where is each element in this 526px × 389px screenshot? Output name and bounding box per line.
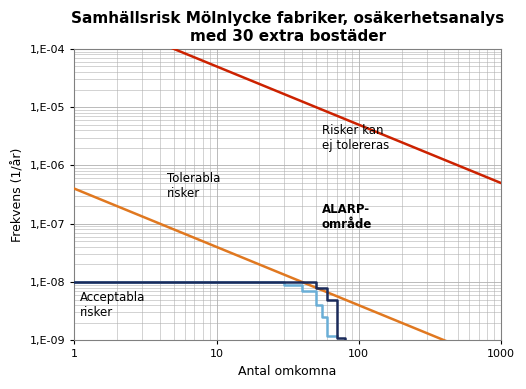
- Title: Samhällsrisk Mölnlycke fabriker, osäkerhetsanalys
med 30 extra bostäder: Samhällsrisk Mölnlycke fabriker, osäkerh…: [71, 11, 504, 44]
- Text: Tolerabla
risker: Tolerabla risker: [167, 172, 220, 200]
- Text: Risker kan
ej tolereras: Risker kan ej tolereras: [322, 124, 389, 152]
- Text: Acceptabla
risker: Acceptabla risker: [80, 291, 146, 319]
- Text: ALARP-
område: ALARP- område: [322, 203, 372, 231]
- X-axis label: Antal omkomna: Antal omkomna: [238, 365, 337, 378]
- Y-axis label: Frekvens (1/år): Frekvens (1/år): [11, 147, 24, 242]
